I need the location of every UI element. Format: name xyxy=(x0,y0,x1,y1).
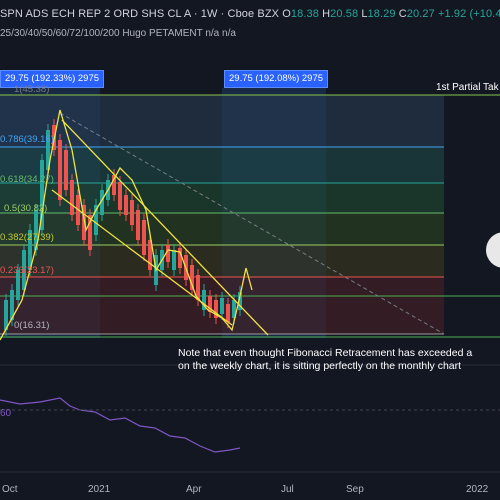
candle-body xyxy=(94,205,98,235)
fib-label-382: 0.382(27.39) xyxy=(0,232,54,243)
fib-label-786: 0.786(39.16) xyxy=(0,134,54,145)
candle-body xyxy=(28,230,32,270)
trend-line-dashed xyxy=(59,112,445,335)
fib-band-382 xyxy=(0,213,444,245)
fib-band-236 xyxy=(0,245,444,277)
candle-body xyxy=(166,245,170,262)
x-label-oct: Oct xyxy=(2,484,18,495)
high-label: H xyxy=(322,8,331,20)
candle-body xyxy=(4,300,8,330)
candle-body xyxy=(112,175,116,195)
measure-tag-right: 29.75 (192.08%) 2975 xyxy=(224,70,329,88)
open-label: O xyxy=(282,8,291,20)
exchange: Cboe BZX xyxy=(227,8,280,20)
candle-body xyxy=(226,304,230,322)
high-value: 20.58 xyxy=(330,8,359,20)
candle-body xyxy=(46,130,50,170)
symbol-header: SPN ADS ECH REP 2 ORD SHS CL A · 1W · Cb… xyxy=(0,8,500,20)
oscillator-value: 60 xyxy=(0,408,12,419)
chat-bubble-button[interactable] xyxy=(486,232,500,268)
fib-label-0: 0(16.31) xyxy=(14,320,50,331)
candle-body xyxy=(100,190,104,215)
candle-body xyxy=(40,160,44,230)
note-line-1: Note that even thought Fibonacci Retrace… xyxy=(178,347,473,359)
symbol-name[interactable]: SPN ADS ECH REP 2 ORD SHS CL A xyxy=(0,8,191,20)
candle-body xyxy=(124,195,128,215)
candle-body xyxy=(58,140,62,200)
candle-body xyxy=(172,250,176,270)
note-line-2: on the weekly chart, it is sitting perfe… xyxy=(178,360,462,372)
candle-body xyxy=(130,200,134,225)
open-value: 18.38 xyxy=(290,8,319,20)
x-label-2021: 2021 xyxy=(88,484,111,495)
wedge-pattern xyxy=(0,109,269,341)
candle-body xyxy=(142,220,146,255)
candle-body xyxy=(64,150,68,190)
partial-take-label: 1st Partial Tak xyxy=(436,82,499,93)
oscillator-line xyxy=(0,397,241,453)
candle-body xyxy=(136,210,140,240)
close-value: 20.27 xyxy=(406,8,435,20)
candle-body xyxy=(82,205,86,240)
candle-body xyxy=(214,300,218,318)
candle-body xyxy=(178,248,182,268)
close-label: C xyxy=(398,8,407,20)
fib-label-236: 0.236(23.17) xyxy=(0,265,54,276)
candle-body xyxy=(220,298,224,314)
low-label: L xyxy=(361,8,368,20)
candle-body xyxy=(190,265,194,290)
candle-body xyxy=(88,215,92,250)
indicator-legend[interactable]: 25/30/40/50/60/72/100/200 Hugo PETAMENT … xyxy=(0,28,236,39)
low-value: 18.29 xyxy=(367,8,396,20)
candle-body xyxy=(232,300,236,318)
candle-body xyxy=(16,270,20,300)
candle-body xyxy=(148,240,152,270)
fib-label-5: 0.5(30.82) xyxy=(4,203,48,214)
x-label-jul: Jul xyxy=(281,484,294,495)
candle-body xyxy=(34,210,38,250)
interval[interactable]: 1W xyxy=(200,8,218,20)
fib-band-786 xyxy=(0,95,444,147)
measure-tag-left: 29.75 (192.33%) 2975 xyxy=(0,70,105,88)
candle-body xyxy=(238,292,242,310)
candle-body xyxy=(22,250,26,290)
candle-body xyxy=(208,296,212,312)
candle-body xyxy=(70,180,74,215)
candle-body xyxy=(202,290,206,310)
x-label-2022: 2022 xyxy=(466,484,489,495)
candle-body xyxy=(118,182,122,210)
candle-body xyxy=(196,275,200,300)
note-annotation[interactable]: Note that even thought Fibonacci Retrace… xyxy=(178,347,472,373)
fib-label-1: 1(45.38) xyxy=(14,84,50,95)
change-value: +1.92 (+10.46 xyxy=(437,8,500,20)
candle-body xyxy=(10,290,14,320)
x-label-sep: Sep xyxy=(346,484,364,495)
fib-label-618: 0.618(34.27) xyxy=(0,174,54,185)
x-label-apr: Apr xyxy=(186,484,202,495)
